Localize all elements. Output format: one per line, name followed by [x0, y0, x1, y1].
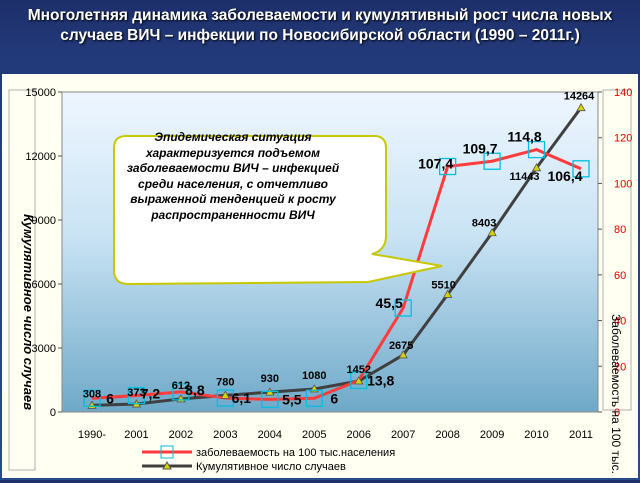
right-axis-frame: [602, 89, 632, 411]
left-tick-label: 9000: [32, 215, 56, 227]
data-label-cumulative: 930: [261, 373, 279, 385]
data-label-cumulative: 1452: [346, 364, 370, 376]
point-cumulative: [487, 227, 497, 237]
legend-marker-cumulative: [162, 460, 172, 470]
data-label-cumulative: 308: [83, 388, 101, 400]
point-cumulative: [398, 350, 408, 359]
data-label-cumulative: 5510: [431, 279, 455, 291]
data-label-incidence: 5,5: [282, 391, 302, 407]
data-label-incidence: 6: [330, 390, 338, 406]
point-incidence: [305, 389, 323, 407]
data-label-cumulative: 14264: [564, 91, 595, 103]
x-tick-label: 2007: [391, 429, 415, 441]
legend-marker-incidence: [160, 445, 174, 459]
point-incidence: [527, 140, 546, 159]
legend-label-cumulative: Кумулятивное число случаев: [196, 461, 346, 473]
callout-bubble: [113, 135, 443, 286]
right-tick-label: 140: [614, 87, 632, 99]
x-tick-label: 2003: [213, 429, 237, 441]
x-tick-label: 2001: [124, 429, 148, 441]
left-axis-frame: [8, 89, 36, 471]
x-tick-label: 2010: [524, 429, 548, 441]
point-incidence: [172, 383, 190, 401]
y-axis-left-label: Кумулятивное число случаев: [21, 214, 36, 410]
x-tick-label: 2005: [302, 429, 326, 441]
point-cumulative: [531, 163, 542, 172]
data-label-incidence: 114,8: [507, 129, 541, 145]
x-tick-label: 2006: [346, 429, 370, 441]
callout-text: Эпидемическая ситуация характеризуется п…: [126, 130, 340, 222]
data-label-incidence: 6,1: [232, 390, 252, 406]
chart-title: Многолетняя динамика заболеваемости и ку…: [27, 7, 613, 44]
y-axis-right-label: Заболеваемость на 100 тыс.: [609, 314, 623, 474]
point-incidence: [350, 371, 368, 390]
data-label-incidence: 106,4: [547, 168, 582, 184]
right-tick-label: 120: [614, 133, 632, 145]
x-tick-label: 1990-: [78, 429, 106, 441]
point-incidence: [83, 389, 101, 407]
data-label-cumulative: 8403: [472, 218, 496, 230]
right-tick-label: 80: [614, 224, 626, 236]
point-incidence: [483, 152, 501, 170]
right-tick-label: 100: [614, 178, 632, 190]
data-label-cumulative: 11443: [510, 171, 540, 183]
point-incidence: [438, 157, 457, 176]
chart-panel: 0 3000 6000 9000 12000 15000 0 20 40 60 80 100 120 14…: [2, 74, 638, 478]
data-label-incidence: 7,2: [141, 386, 161, 402]
left-tick-label: 0: [50, 407, 56, 419]
data-label-incidence: 45,5: [376, 295, 403, 311]
left-tick-label: 12000: [25, 151, 56, 163]
point-incidence: [216, 389, 235, 407]
x-tick-label: 2004: [258, 429, 282, 441]
data-label-cumulative: 2675: [389, 340, 413, 352]
data-label-cumulative: 373: [127, 387, 145, 399]
data-label-incidence: 107,4: [418, 156, 453, 172]
data-label-incidence: 109,7: [463, 140, 498, 156]
x-tick-label: 2002: [169, 429, 193, 441]
point-incidence: [572, 160, 590, 178]
data-label-incidence: 6: [106, 390, 114, 406]
point-incidence: [394, 299, 412, 317]
left-tick-label: 6000: [32, 279, 56, 291]
point-cumulative: [576, 102, 586, 112]
data-label-cumulative: 612: [172, 380, 190, 392]
data-label-incidence: 13,8: [367, 372, 394, 388]
left-tick-label: 15000: [25, 87, 56, 99]
point-incidence: [127, 386, 146, 405]
data-label-cumulative: 780: [216, 376, 234, 388]
x-tick-label: 2011: [569, 429, 593, 441]
point-cumulative: [442, 289, 453, 298]
left-tick-label: 3000: [32, 343, 56, 355]
point-incidence: [261, 390, 279, 409]
chart-svg: 0 3000 6000 9000 12000 15000 0 20 40 60 80 100 120 14…: [8, 87, 632, 474]
point-cumulative: [354, 376, 364, 385]
data-label-incidence: 8,8: [185, 382, 205, 398]
right-tick-label: 60: [614, 270, 626, 282]
right-tick-label: 20: [614, 361, 626, 373]
legend-label-incidence: заболеваемость на 100 тыс.населения: [196, 447, 395, 459]
right-tick-label: 0: [614, 407, 620, 419]
x-tick-label: 2008: [435, 429, 459, 441]
right-tick-label: 40: [614, 316, 626, 328]
data-label-cumulative: 1080: [302, 370, 326, 382]
x-tick-label: 2009: [480, 429, 504, 441]
point-cumulative: [220, 390, 231, 399]
